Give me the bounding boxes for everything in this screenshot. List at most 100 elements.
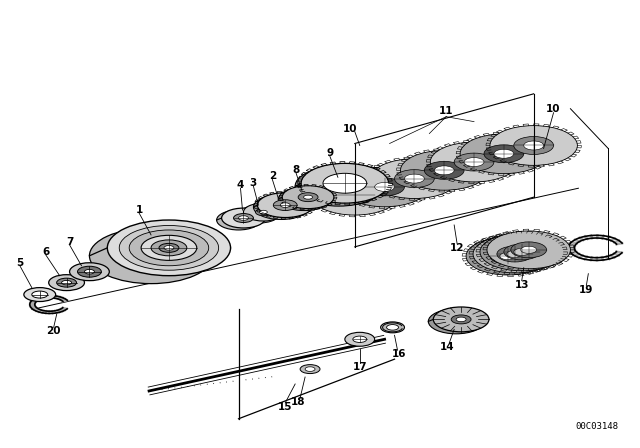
Ellipse shape bbox=[305, 367, 315, 371]
Ellipse shape bbox=[282, 186, 334, 209]
Ellipse shape bbox=[494, 149, 514, 158]
Text: 00C03148: 00C03148 bbox=[575, 422, 618, 431]
Ellipse shape bbox=[119, 225, 219, 270]
Text: 14: 14 bbox=[440, 342, 454, 352]
Ellipse shape bbox=[257, 193, 313, 218]
Ellipse shape bbox=[32, 291, 48, 298]
Ellipse shape bbox=[151, 240, 187, 256]
Text: 13: 13 bbox=[515, 280, 529, 289]
Ellipse shape bbox=[57, 278, 77, 287]
Ellipse shape bbox=[504, 244, 540, 260]
Ellipse shape bbox=[298, 193, 318, 202]
Ellipse shape bbox=[239, 216, 248, 220]
Ellipse shape bbox=[433, 307, 489, 332]
Ellipse shape bbox=[164, 246, 174, 250]
Ellipse shape bbox=[255, 208, 271, 215]
Ellipse shape bbox=[435, 166, 454, 175]
Text: 3: 3 bbox=[250, 178, 257, 188]
Ellipse shape bbox=[460, 134, 548, 174]
Ellipse shape bbox=[239, 205, 279, 223]
Ellipse shape bbox=[341, 167, 428, 207]
Ellipse shape bbox=[401, 151, 488, 190]
Text: 17: 17 bbox=[353, 362, 367, 372]
Ellipse shape bbox=[77, 266, 101, 277]
Ellipse shape bbox=[234, 214, 253, 223]
Ellipse shape bbox=[345, 191, 365, 200]
Ellipse shape bbox=[159, 243, 179, 252]
Ellipse shape bbox=[404, 174, 424, 183]
Ellipse shape bbox=[514, 248, 530, 255]
Text: 15: 15 bbox=[278, 402, 292, 412]
Text: 12: 12 bbox=[450, 243, 465, 253]
Ellipse shape bbox=[514, 137, 554, 155]
Ellipse shape bbox=[90, 228, 212, 284]
Ellipse shape bbox=[500, 253, 516, 260]
Ellipse shape bbox=[374, 182, 394, 191]
Ellipse shape bbox=[303, 195, 312, 199]
Ellipse shape bbox=[521, 246, 537, 254]
Ellipse shape bbox=[61, 280, 72, 285]
Ellipse shape bbox=[259, 210, 268, 214]
Text: 6: 6 bbox=[42, 247, 49, 257]
Ellipse shape bbox=[454, 153, 494, 171]
Ellipse shape bbox=[84, 269, 95, 274]
Ellipse shape bbox=[524, 141, 543, 150]
Ellipse shape bbox=[221, 208, 266, 228]
Ellipse shape bbox=[490, 125, 577, 165]
Ellipse shape bbox=[371, 159, 458, 198]
Ellipse shape bbox=[428, 309, 484, 334]
Ellipse shape bbox=[300, 365, 320, 374]
Ellipse shape bbox=[141, 235, 196, 260]
Ellipse shape bbox=[24, 288, 56, 302]
Ellipse shape bbox=[295, 166, 383, 206]
Text: 20: 20 bbox=[47, 326, 61, 336]
Ellipse shape bbox=[280, 203, 290, 207]
Ellipse shape bbox=[301, 164, 388, 203]
Text: 2: 2 bbox=[269, 171, 276, 181]
Ellipse shape bbox=[394, 170, 435, 188]
Ellipse shape bbox=[335, 186, 374, 204]
Ellipse shape bbox=[108, 220, 230, 276]
Ellipse shape bbox=[511, 242, 547, 258]
Ellipse shape bbox=[70, 263, 109, 280]
Text: 5: 5 bbox=[16, 258, 24, 268]
Ellipse shape bbox=[243, 203, 284, 221]
Text: 8: 8 bbox=[292, 165, 300, 175]
Ellipse shape bbox=[273, 200, 297, 211]
Ellipse shape bbox=[497, 246, 532, 262]
Ellipse shape bbox=[466, 237, 550, 275]
Text: 7: 7 bbox=[66, 237, 73, 247]
Text: 4: 4 bbox=[237, 180, 244, 190]
Ellipse shape bbox=[387, 324, 399, 330]
Ellipse shape bbox=[253, 195, 309, 220]
Ellipse shape bbox=[311, 175, 399, 215]
Ellipse shape bbox=[129, 230, 209, 266]
Ellipse shape bbox=[507, 250, 523, 258]
Ellipse shape bbox=[464, 158, 484, 167]
Ellipse shape bbox=[487, 231, 570, 269]
Ellipse shape bbox=[278, 188, 330, 211]
Ellipse shape bbox=[480, 233, 563, 271]
Ellipse shape bbox=[345, 332, 374, 346]
Ellipse shape bbox=[323, 173, 367, 193]
Ellipse shape bbox=[456, 317, 466, 322]
Ellipse shape bbox=[424, 161, 464, 179]
Text: 10: 10 bbox=[547, 104, 561, 114]
Ellipse shape bbox=[353, 336, 367, 342]
Text: 9: 9 bbox=[326, 148, 333, 159]
Ellipse shape bbox=[451, 315, 471, 324]
Text: 11: 11 bbox=[439, 106, 454, 116]
Ellipse shape bbox=[490, 248, 525, 264]
Ellipse shape bbox=[381, 322, 404, 333]
Text: 19: 19 bbox=[579, 284, 593, 295]
Text: 10: 10 bbox=[342, 124, 357, 134]
Text: 1: 1 bbox=[136, 205, 143, 215]
Ellipse shape bbox=[49, 275, 84, 291]
Ellipse shape bbox=[365, 178, 404, 196]
Ellipse shape bbox=[473, 235, 557, 273]
Text: 16: 16 bbox=[392, 349, 407, 359]
Ellipse shape bbox=[217, 210, 260, 230]
Ellipse shape bbox=[484, 145, 524, 163]
Text: 18: 18 bbox=[291, 397, 305, 407]
Ellipse shape bbox=[430, 142, 518, 182]
